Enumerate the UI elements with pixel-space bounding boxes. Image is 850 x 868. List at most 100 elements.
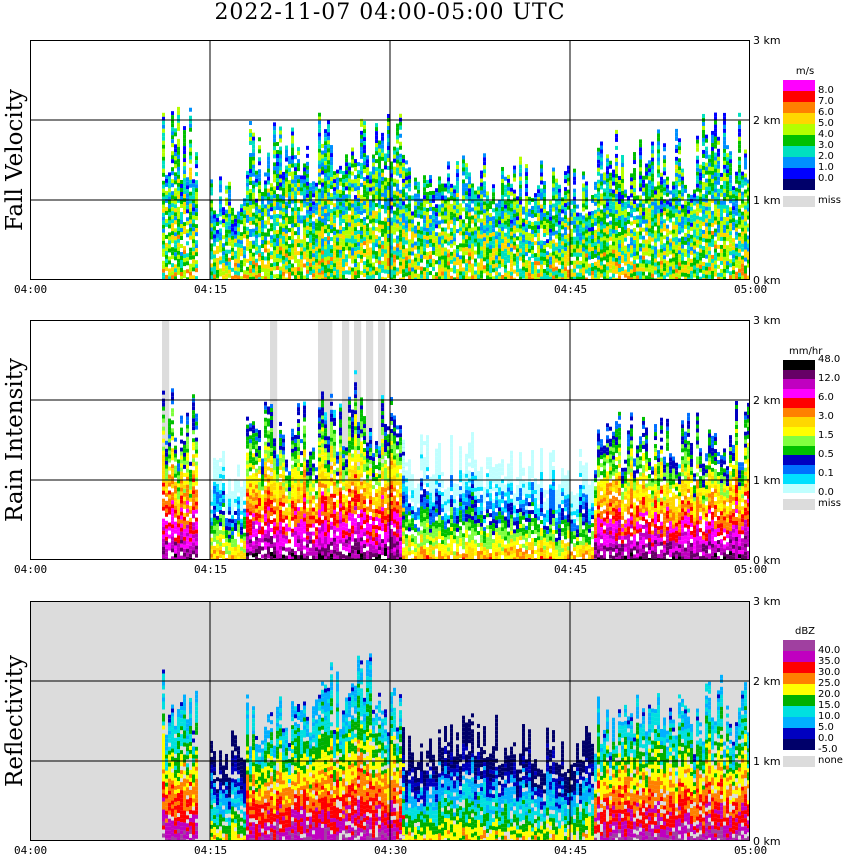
colorbar-tick-label: 6.0 bbox=[818, 392, 834, 403]
colorbar-tick-label: 20.0 bbox=[818, 689, 841, 700]
colorbar-swatch bbox=[783, 640, 815, 651]
colorbar-missing-swatch bbox=[783, 499, 815, 510]
x-tick-label: 04:00 bbox=[14, 844, 48, 857]
colorbar-swatch bbox=[783, 102, 815, 113]
colorbar-missing-swatch bbox=[783, 196, 815, 207]
x-tick-label: 05:00 bbox=[734, 283, 768, 296]
colorbar-swatch bbox=[783, 379, 815, 389]
heatmap-svg bbox=[30, 40, 750, 280]
colorbar-tick-label: -5.0 bbox=[818, 744, 838, 755]
panel-frame bbox=[30, 320, 750, 560]
colorbar-tick-label: 0.0 bbox=[818, 173, 834, 184]
colorbar-missing-label: miss bbox=[818, 195, 841, 206]
colorbar-swatch bbox=[783, 445, 815, 455]
colorbar-tick-label: 3.0 bbox=[818, 411, 834, 422]
colorbar-swatch bbox=[783, 455, 815, 465]
colorbar-swatch bbox=[783, 436, 815, 446]
colorbar-swatch bbox=[783, 398, 815, 408]
colorbar-swatch bbox=[783, 464, 815, 474]
colorbar-missing-swatch bbox=[783, 756, 815, 767]
height-tick-label: 0 km bbox=[753, 274, 781, 287]
colorbar-swatch bbox=[783, 360, 815, 370]
colorbar-tick-label: 5.0 bbox=[818, 118, 834, 129]
x-tick-label: 05:00 bbox=[734, 563, 768, 576]
colorbar-swatch bbox=[783, 483, 815, 493]
panel-frame bbox=[30, 40, 750, 280]
colorbar-tick-label: 35.0 bbox=[818, 656, 841, 667]
rain-intensity-colorbar: mm/hr 48.0 12.0 6.0 3.0 1.5 0.5 0.1 0.0 miss bbox=[783, 346, 843, 516]
colorbar-swatch bbox=[783, 739, 815, 750]
colorbar-swatch bbox=[783, 168, 815, 179]
colorbar-tick-label: 0.5 bbox=[818, 449, 834, 460]
x-tick-label: 04:15 bbox=[194, 563, 228, 576]
x-tick-label: 04:15 bbox=[194, 844, 228, 857]
colorbar-swatch bbox=[783, 426, 815, 436]
colorbar-unit: m/s bbox=[795, 66, 815, 77]
colorbar-swatch bbox=[783, 651, 815, 662]
colorbar-swatch bbox=[783, 146, 815, 157]
height-tick-label: 0 km bbox=[753, 835, 781, 848]
colorbar-tick-label: 12.0 bbox=[818, 373, 841, 384]
heatmap-cells bbox=[162, 370, 750, 560]
colorbar-tick-label: 30.0 bbox=[818, 667, 841, 678]
colorbar-swatch bbox=[783, 684, 815, 695]
x-tick-label: 04:45 bbox=[554, 844, 588, 857]
colorbar-missing-label: miss bbox=[818, 498, 841, 509]
height-tick-label: 1 km bbox=[753, 755, 781, 768]
colorbar-swatch bbox=[783, 179, 815, 190]
chart-title: 2022-11-07 04:00-05:00 UTC bbox=[214, 0, 566, 25]
fall-velocity-panel bbox=[30, 40, 750, 280]
height-tick-label: 3 km bbox=[753, 314, 781, 327]
colorbar-swatch bbox=[783, 474, 815, 484]
colorbar-tick-label: 4.0 bbox=[818, 129, 834, 140]
x-tick-label: 04:00 bbox=[14, 563, 48, 576]
colorbar-tick-label: 10.0 bbox=[818, 711, 841, 722]
colorbar-tick-label: 0.0 bbox=[818, 733, 834, 744]
x-tick-label: 04:45 bbox=[554, 283, 588, 296]
colorbar-tick-label: 5.0 bbox=[818, 722, 834, 733]
reflectivity-panel bbox=[30, 601, 750, 841]
heatmap-cells bbox=[162, 653, 750, 841]
colorbar-swatch bbox=[783, 91, 815, 102]
colorbar-tick-label: 3.0 bbox=[818, 140, 834, 151]
colorbar-swatch bbox=[783, 80, 815, 91]
colorbar-tick-label: 8.0 bbox=[818, 85, 834, 96]
colorbar-tick-label: 2.0 bbox=[818, 151, 834, 162]
height-tick-label: 2 km bbox=[753, 114, 781, 127]
height-tick-label: 1 km bbox=[753, 194, 781, 207]
colorbar-tick-label: 0.0 bbox=[818, 487, 834, 498]
x-tick-label: 04:30 bbox=[374, 283, 408, 296]
colorbar-missing-label: none bbox=[818, 755, 843, 766]
colorbar-swatch bbox=[783, 157, 815, 168]
heatmap-svg bbox=[30, 320, 750, 560]
x-tick-label: 04:30 bbox=[374, 563, 408, 576]
colorbar-swatch bbox=[783, 662, 815, 673]
x-tick-label: 04:45 bbox=[554, 563, 588, 576]
reflectivity-axis-label: Reflectivity bbox=[2, 655, 29, 787]
colorbar-swatch bbox=[783, 417, 815, 427]
colorbar-swatch bbox=[783, 135, 815, 146]
colorbar-tick-label: 25.0 bbox=[818, 678, 841, 689]
height-tick-label: 0 km bbox=[753, 554, 781, 567]
heatmap-cells bbox=[162, 106, 750, 280]
x-tick-label: 04:30 bbox=[374, 844, 408, 857]
x-tick-label: 04:00 bbox=[14, 283, 48, 296]
height-tick-label: 3 km bbox=[753, 34, 781, 47]
height-tick-label: 1 km bbox=[753, 474, 781, 487]
x-tick-label: 04:15 bbox=[194, 283, 228, 296]
colorbar-swatch bbox=[783, 728, 815, 739]
fall-velocity-colorbar: m/s 8.0 7.0 6.0 5.0 4.0 3.0 2.0 1.0 0.0 miss bbox=[783, 66, 843, 226]
colorbar-swatch bbox=[783, 695, 815, 706]
height-tick-label: 3 km bbox=[753, 595, 781, 608]
colorbar-tick-label: 1.0 bbox=[818, 162, 834, 173]
colorbar-swatch bbox=[783, 407, 815, 417]
fall-velocity-axis-label: Fall Velocity bbox=[2, 89, 29, 231]
colorbar-swatch bbox=[783, 388, 815, 398]
colorbar-tick-label: 0.1 bbox=[818, 468, 834, 479]
colorbar-swatch bbox=[783, 124, 815, 135]
colorbar-unit: mm/hr bbox=[789, 346, 823, 357]
colorbar-unit: dBZ bbox=[794, 626, 816, 637]
heatmap-svg bbox=[30, 601, 750, 841]
rain-intensity-panel bbox=[30, 320, 750, 560]
colorbar-tick-label: 15.0 bbox=[818, 700, 841, 711]
